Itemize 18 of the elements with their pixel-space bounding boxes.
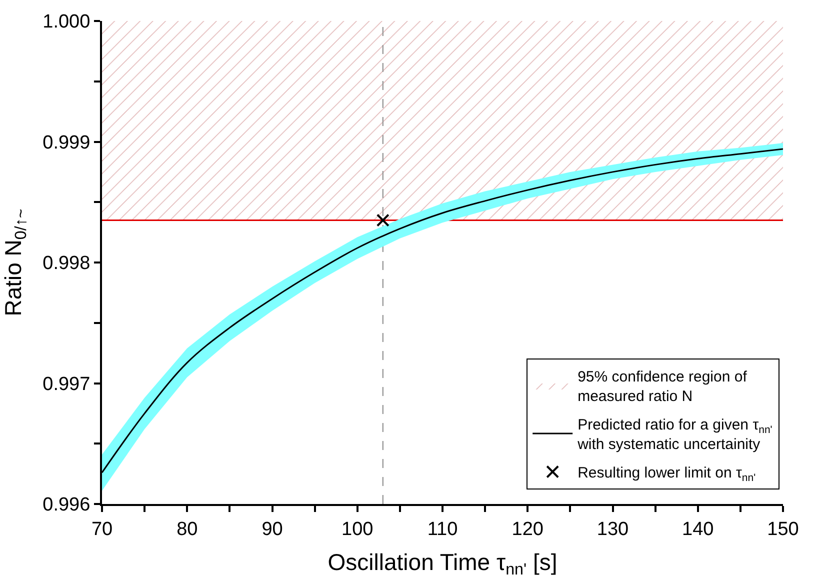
x-tick-label: 110 [427, 518, 458, 540]
y-tick-label: 0.999 [42, 132, 90, 154]
x-tick-label: 90 [262, 518, 283, 540]
x-tick-label: 150 [767, 518, 799, 540]
legend-label: Predicted ratio for a given τ$_{nn'}$ with systematic uncertainity [576, 416, 772, 454]
legend-label: 95% confidence region of measured ratio N [578, 368, 748, 406]
x-tick-label: 140 [682, 518, 714, 540]
x-tick-label: 130 [596, 518, 629, 540]
x-axis-title: Oscillation Time τ$_{nn'}$ [s] [328, 548, 558, 579]
x-tick-label: 80 [176, 518, 198, 540]
y-tick-label: 0.997 [42, 374, 90, 395]
y-tick-label: 0.996 [42, 494, 90, 516]
y-tick-label: 0.998 [42, 253, 90, 274]
legend-label: Resulting lower limit on τ$_{nn'}$ [578, 464, 756, 484]
x-tick-label: 100 [342, 518, 374, 540]
x-tick-label: 70 [91, 518, 113, 540]
y-tick-label: 1.000 [42, 12, 90, 33]
x-tick-label: 120 [512, 518, 544, 540]
